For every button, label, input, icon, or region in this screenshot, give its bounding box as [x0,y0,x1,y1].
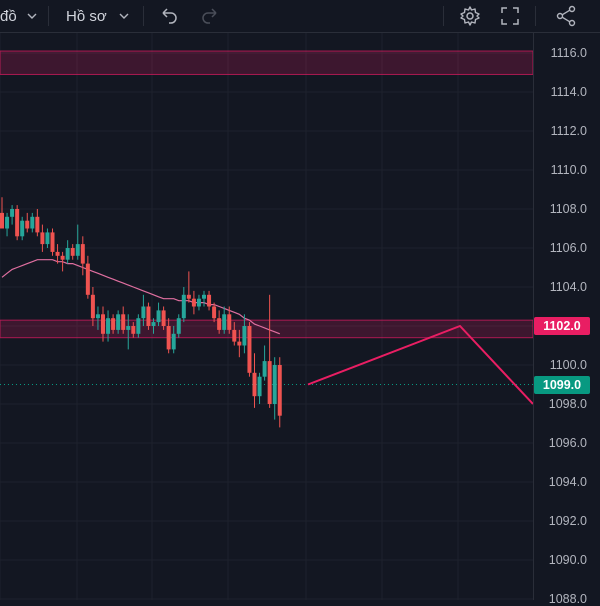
layout-menu[interactable]: đồ [0,0,37,32]
candle-body [161,310,166,326]
candle-body [85,263,90,295]
candle-body [60,255,65,260]
candle-body [232,329,237,342]
top-toolbar: đồ Hồ sơ [0,0,600,33]
toolbar-divider [48,6,49,26]
candle-body [156,310,161,323]
candle-body [101,314,105,334]
candle-body [45,232,50,245]
layout-label: đồ [0,7,17,25]
toolbar-divider [143,6,144,26]
price-tick-label: 1098.0 [548,397,587,411]
fullscreen-icon[interactable] [499,5,521,27]
candle-body [151,322,156,326]
candle-body [272,365,277,404]
price-tick-label: 1094.0 [548,475,587,489]
price-tick-label: 1100.0 [549,358,587,372]
candle-body [191,298,196,307]
candle-body [166,326,171,350]
candle-body [15,209,20,237]
price-axis[interactable]: 1116.0 1114.0 1112.0 1110.0 1108.0 1106.0 1104… [533,33,600,606]
moving-average-line [1,259,281,335]
candle-body [40,232,45,245]
candle-body [207,294,212,307]
candle-body [116,314,121,330]
candle-body [131,326,136,334]
candle-body [181,294,186,319]
candle-body [196,298,201,307]
candle-body [267,361,272,404]
candle-body [50,232,55,252]
candle-body [176,318,181,334]
candle-body [55,251,60,256]
price-tick-label: 1112.0 [550,124,587,138]
candle-body [25,220,30,229]
candle-body [217,318,222,330]
candle-body [111,318,116,330]
candle-body [257,376,262,397]
zone-band [0,50,533,75]
candle-body [126,326,131,330]
zone-price-tag: 1102.0 [534,317,590,335]
chevron-down-icon [27,13,37,19]
price-tick-label: 1110.0 [550,163,587,177]
price-tick-label: 1116.0 [550,46,587,60]
candle-body [212,306,217,319]
redo-icon[interactable] [199,5,221,27]
price-tick-label: 1114.0 [550,85,587,99]
candle-body [262,361,267,377]
candle-body [80,244,85,264]
candle-body [222,314,227,330]
toolbar-divider [443,6,444,26]
candle-body [95,314,100,319]
candle-body [90,294,95,319]
undo-icon[interactable] [158,5,180,27]
candle-body [20,220,25,237]
price-tick-label: 1106.0 [549,241,587,255]
candle-body [186,294,191,299]
candle-body [106,318,111,334]
candle-body [121,314,126,330]
candle-body [146,306,151,326]
current-price-tag: 1099.0 [534,375,590,394]
candle-body [35,216,40,233]
price-tick-label: 1092.0 [548,514,587,528]
candle-body [202,294,206,299]
candle-body [252,372,257,397]
candle-body [242,326,247,346]
projection-path [307,324,533,405]
candle-body [136,318,141,334]
price-tick-label: 1088.0 [548,592,587,606]
candle-body [75,244,80,256]
candle-body [171,333,176,350]
settings-icon[interactable] [459,5,481,27]
candle-body [10,209,15,217]
price-tick-label: 1104.0 [549,280,587,294]
candle-body [247,326,252,373]
toolbar-divider [535,6,536,26]
price-tick-label: 1108.0 [549,202,587,216]
price-tick-label: 1096.0 [548,436,587,450]
price-chart[interactable] [0,33,533,600]
candle-body [5,216,10,229]
share-icon[interactable] [555,5,577,27]
chevron-down-icon [119,13,129,19]
price-tick-label: 1090.0 [548,553,587,567]
candle-body [227,314,232,330]
template-label: Hồ sơ [66,7,107,25]
candle-body [30,216,35,229]
template-menu[interactable]: Hồ sơ [66,0,129,32]
candle-body [141,306,146,319]
candle-body [65,248,70,260]
candle-body [237,341,242,346]
candle-body [70,248,75,256]
candle-body [277,365,282,416]
candle-body [0,212,4,229]
